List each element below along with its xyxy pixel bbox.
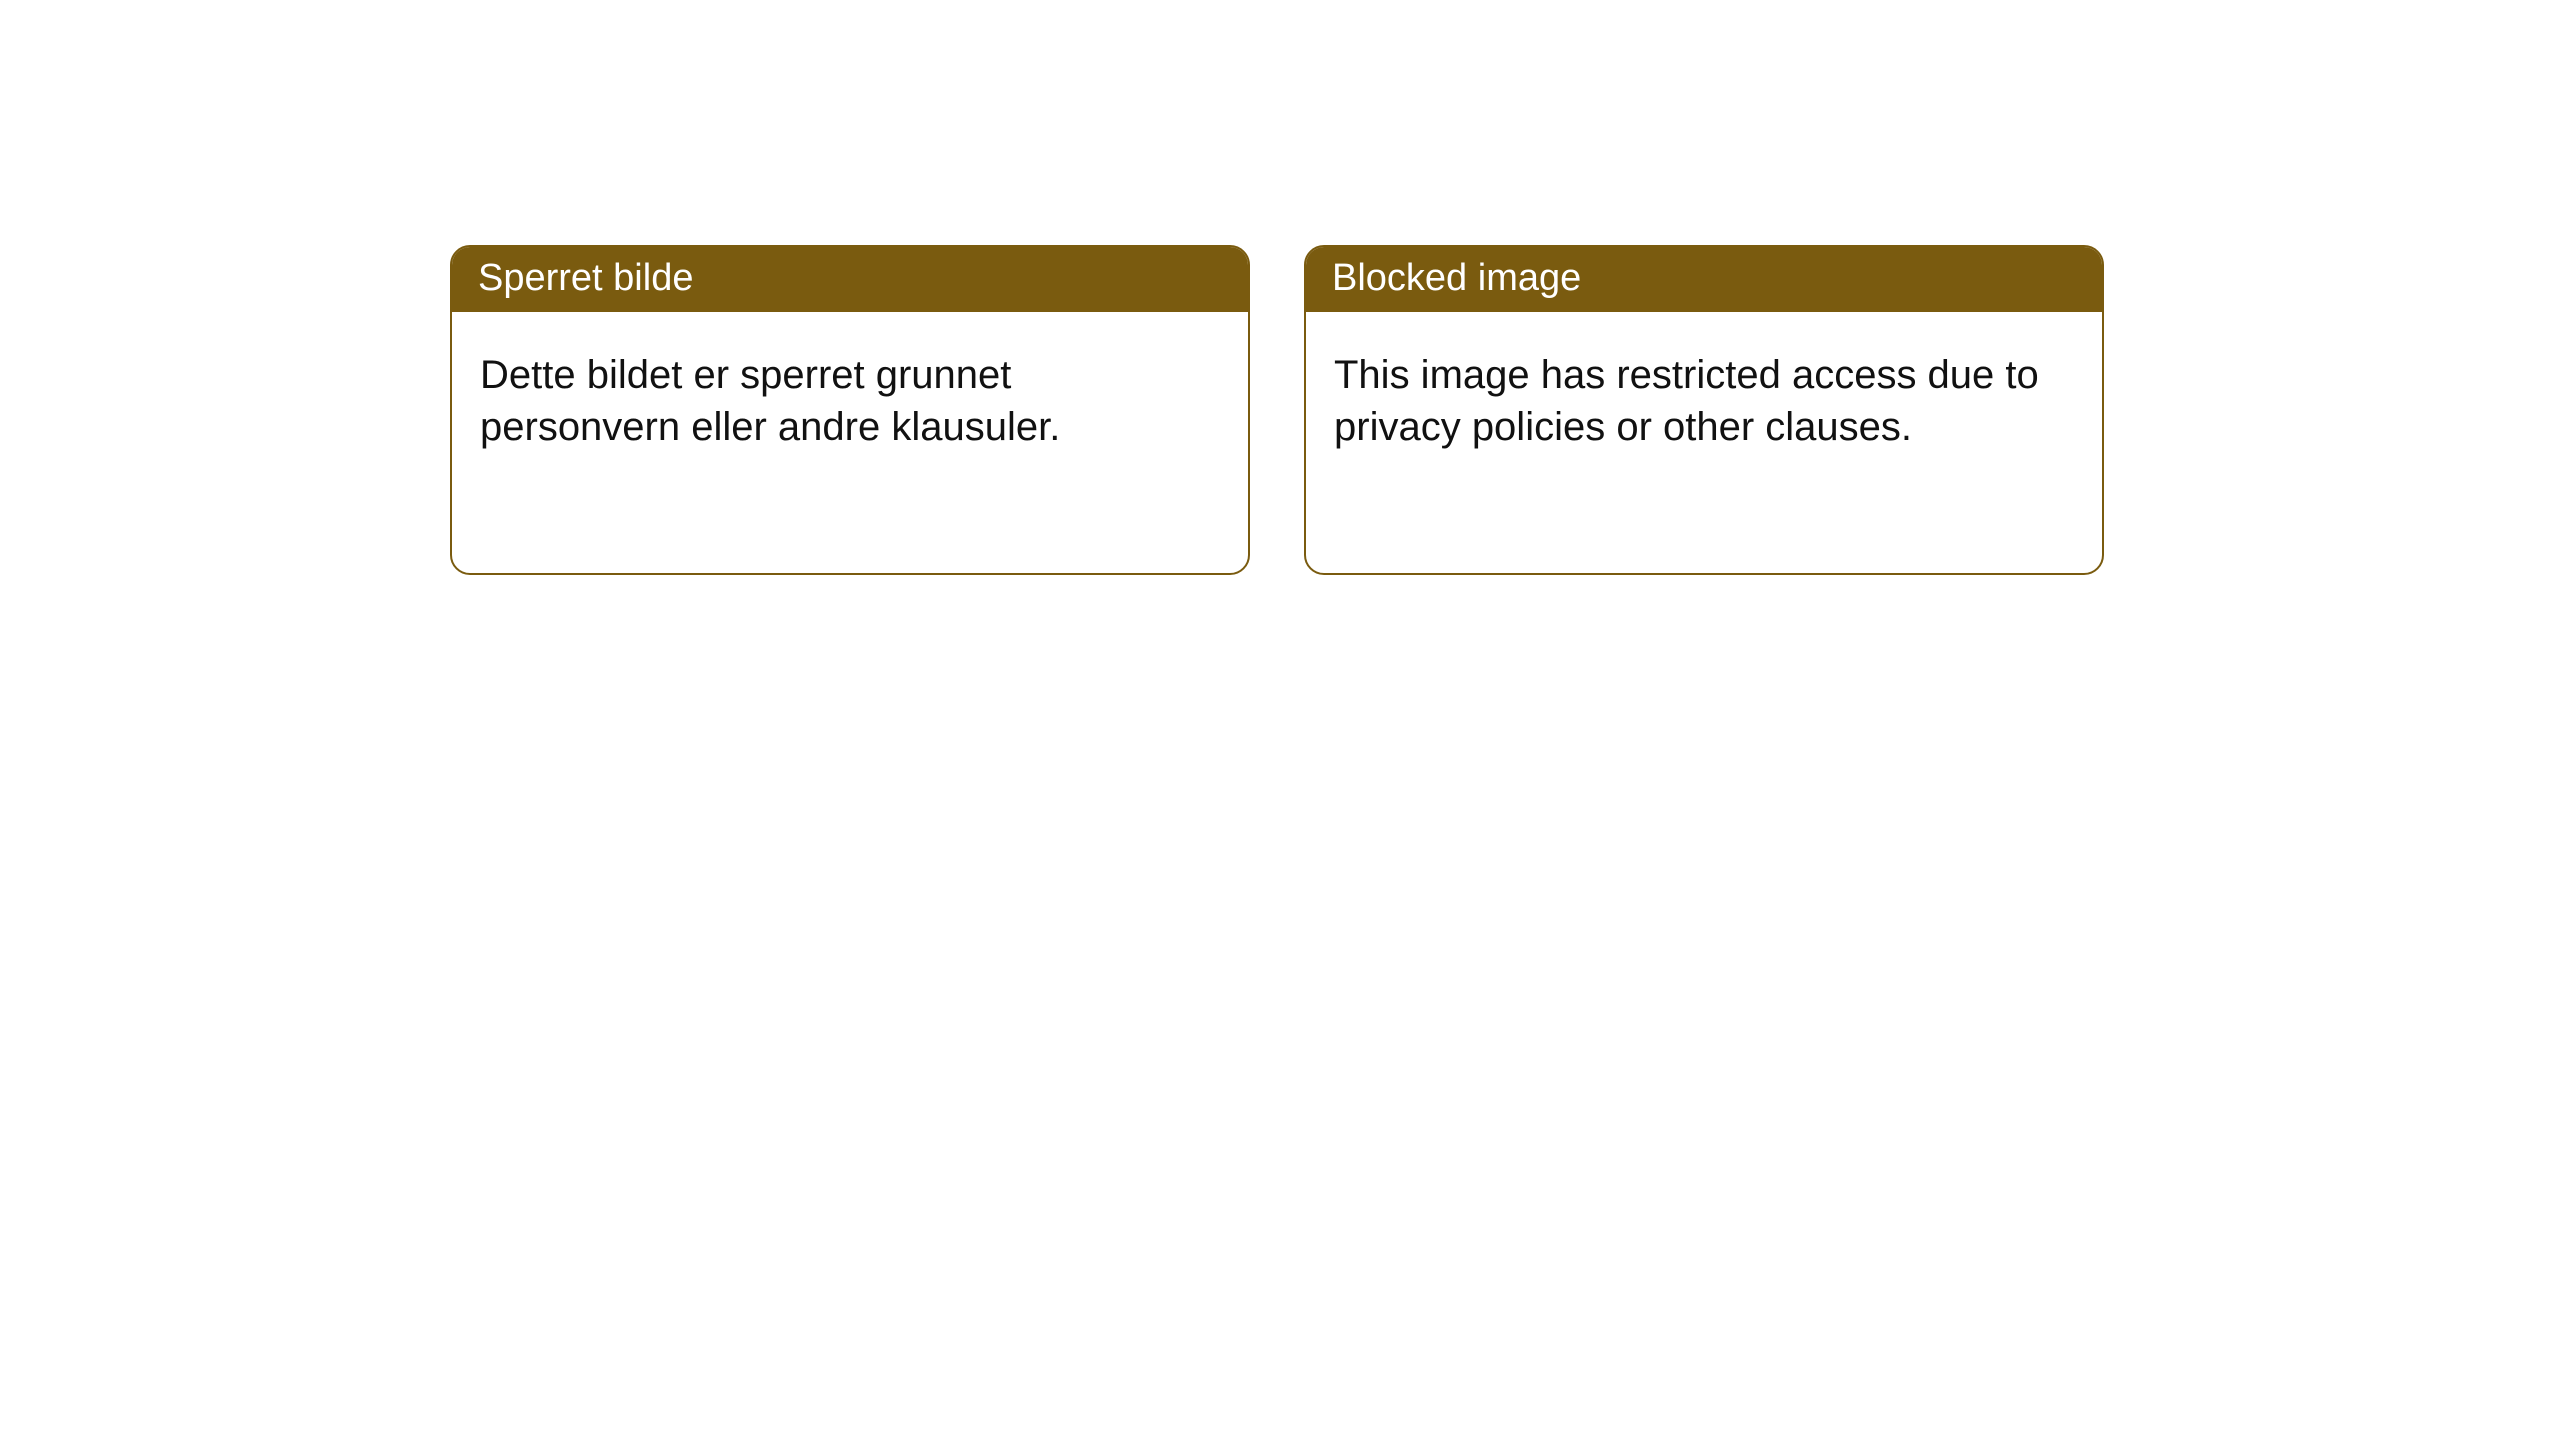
notice-body: Dette bildet er sperret grunnet personve… bbox=[452, 312, 1248, 481]
notice-header: Sperret bilde bbox=[452, 247, 1248, 312]
notice-box-english: Blocked image This image has restricted … bbox=[1304, 245, 2104, 575]
notice-box-norwegian: Sperret bilde Dette bildet er sperret gr… bbox=[450, 245, 1250, 575]
notice-body: This image has restricted access due to … bbox=[1306, 312, 2102, 481]
notice-container: Sperret bilde Dette bildet er sperret gr… bbox=[0, 0, 2560, 575]
notice-header: Blocked image bbox=[1306, 247, 2102, 312]
